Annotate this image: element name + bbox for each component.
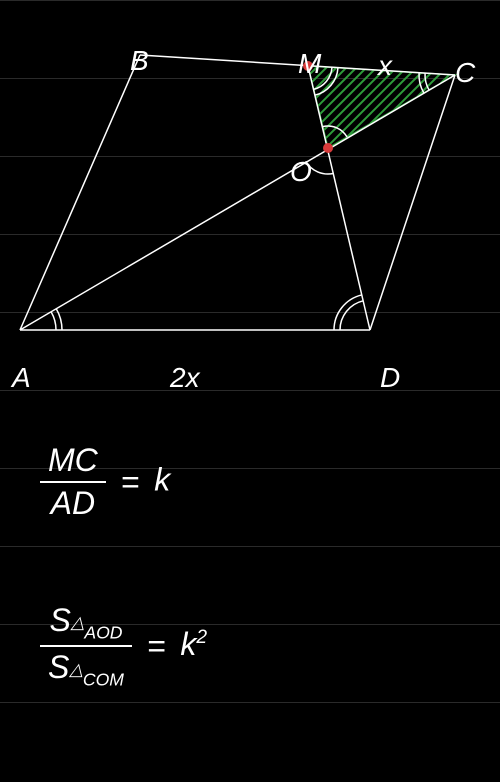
triangle-icon: △ bbox=[69, 659, 83, 679]
formula-ratio-den: AD bbox=[40, 481, 106, 524]
formula-ratio: MC AD = k bbox=[40, 440, 170, 524]
formula-areas-rhs-base: k bbox=[180, 626, 196, 662]
label-x: x bbox=[378, 50, 392, 82]
formula-areas: S△AOD S△COM = k2 bbox=[40, 600, 207, 693]
equals-icon: = bbox=[147, 628, 166, 664]
formula-ratio-num: MC bbox=[40, 440, 106, 481]
label-2x: 2x bbox=[170, 362, 200, 394]
formula-areas-num-sub: AOD bbox=[84, 622, 122, 642]
triangle-icon: △ bbox=[71, 612, 85, 632]
label-D: D bbox=[380, 362, 400, 394]
formula-areas-den-S: S bbox=[48, 649, 69, 685]
formula-areas-den-sub: COM bbox=[83, 670, 124, 690]
label-B: B bbox=[130, 45, 149, 77]
label-O: O bbox=[290, 156, 312, 188]
formula-areas-num-S: S bbox=[49, 602, 70, 638]
label-A: A bbox=[12, 362, 31, 394]
formula-ratio-rhs: k bbox=[154, 461, 170, 497]
label-C: C bbox=[455, 57, 475, 89]
equals-icon: = bbox=[121, 464, 140, 500]
label-M: M bbox=[298, 48, 321, 80]
formula-areas-rhs-exp: 2 bbox=[196, 627, 207, 648]
